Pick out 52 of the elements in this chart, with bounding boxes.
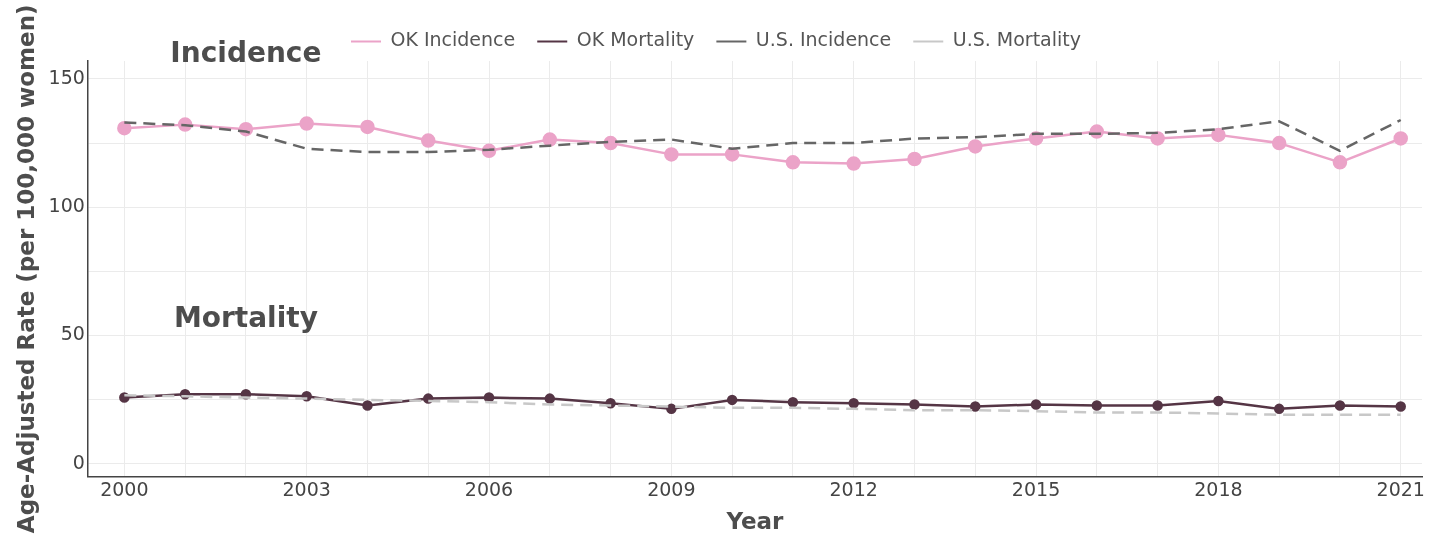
point	[1150, 131, 1165, 146]
point	[1030, 399, 1042, 410]
legend-label: U.S. Incidence	[755, 28, 892, 51]
x-tick-label: 2006	[464, 477, 514, 500]
point	[909, 399, 920, 410]
x-tick-label: 2021	[1376, 477, 1425, 500]
point	[420, 133, 436, 148]
point	[1332, 155, 1348, 170]
point	[846, 156, 861, 171]
y-axis-title: Age-Adjusted Rate (per 100,000 women)	[12, 4, 39, 534]
point	[664, 147, 679, 162]
point	[1393, 131, 1408, 146]
point	[1152, 400, 1163, 411]
point	[362, 400, 373, 411]
point	[360, 119, 375, 135]
point	[787, 396, 799, 408]
y-tick-label: 150	[48, 65, 85, 88]
point	[603, 135, 618, 151]
x-tick-label: 2009	[647, 477, 696, 500]
legend-label: OK Incidence	[390, 28, 516, 51]
point	[299, 116, 314, 131]
point	[1213, 395, 1224, 407]
x-tick-label: 2018	[1194, 477, 1243, 500]
point	[1395, 401, 1406, 412]
annotation: Mortality	[173, 300, 318, 334]
y-tick-label: 0	[72, 450, 85, 473]
x-tick-label: 2003	[282, 477, 331, 500]
point	[1271, 135, 1287, 151]
point	[726, 394, 738, 406]
point	[117, 120, 132, 136]
legend-label: U.S. Mortality	[952, 28, 1082, 51]
point	[1334, 400, 1346, 411]
point	[666, 403, 677, 415]
point	[542, 132, 558, 147]
legend-label: OK Mortality	[576, 28, 695, 51]
point	[544, 393, 556, 404]
point	[907, 151, 922, 167]
point	[970, 401, 981, 412]
point	[483, 392, 495, 403]
point	[1211, 127, 1226, 143]
annotation: Incidence	[170, 35, 322, 69]
point	[968, 139, 983, 154]
point	[1273, 403, 1285, 415]
x-tick-label: 2012	[829, 477, 878, 500]
x-tick-label: 2015	[1011, 477, 1061, 500]
point	[848, 397, 859, 409]
x-tick-label: 2000	[100, 477, 149, 500]
y-tick-label: 50	[60, 322, 85, 345]
y-tick-label: 100	[48, 194, 85, 217]
x-axis-title: Year	[725, 508, 785, 535]
point	[785, 155, 801, 170]
point	[1091, 400, 1103, 411]
